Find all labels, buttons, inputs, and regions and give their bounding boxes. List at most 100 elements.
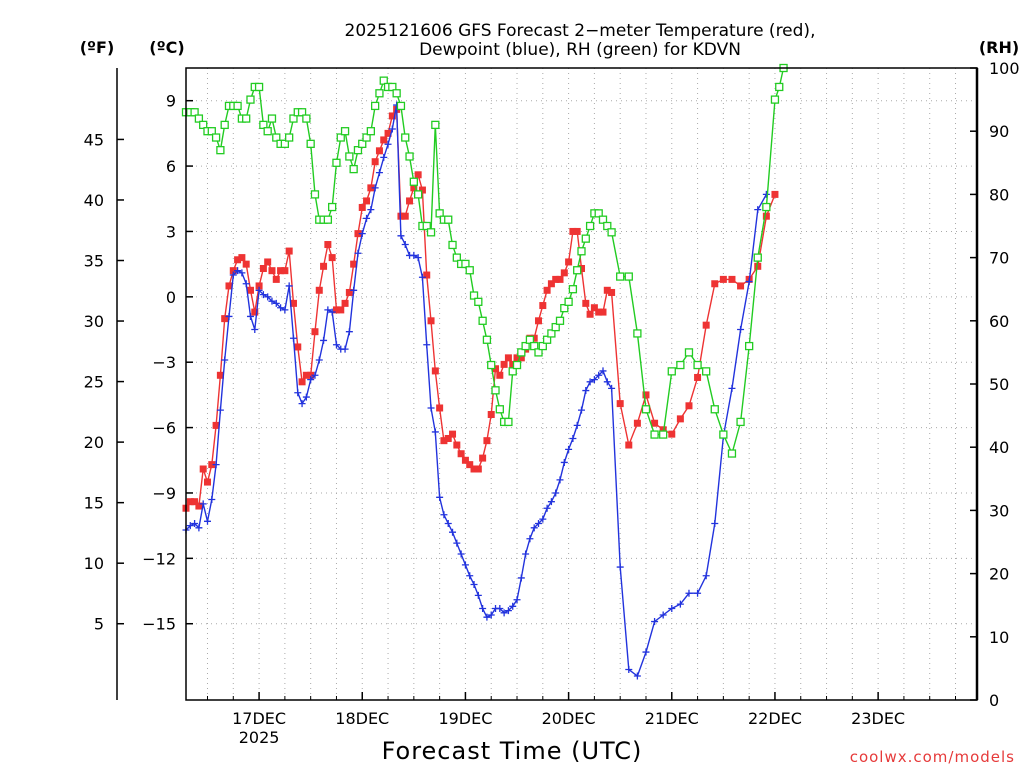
dewpoint-point: [332, 341, 340, 349]
temperature-point: [234, 256, 242, 264]
relative-humidity-point: [280, 139, 290, 148]
dewpoint-point: [242, 280, 250, 288]
chart-title-line1: 2025121606 GFS Forecast 2−meter Temperat…: [345, 21, 816, 41]
relative-humidity-point: [452, 253, 461, 262]
temperature-point: [354, 230, 362, 238]
celsius-tick-label: 0: [166, 288, 176, 307]
relative-humidity-point: [328, 202, 337, 212]
celsius-tick-label: −15: [142, 615, 176, 634]
temperature-point: [384, 129, 392, 137]
grid-lines: [186, 68, 977, 700]
temperature-point: [466, 461, 474, 469]
relative-humidity-point: [624, 272, 633, 281]
temperature-point: [315, 286, 323, 294]
dewpoint-point: [633, 672, 641, 680]
dewpoint-point: [281, 306, 289, 314]
dewpoint-point: [354, 249, 362, 257]
dewpoint-point: [543, 504, 551, 512]
temperature-point: [410, 184, 418, 192]
dewpoint-point: [298, 400, 306, 408]
dewpoint-point: [461, 561, 469, 569]
temperature-point: [625, 441, 633, 449]
relative-humidity-point: [607, 228, 616, 237]
relative-humidity-point: [392, 89, 401, 98]
relative-humidity-point: [573, 266, 582, 275]
dewpoint-point: [315, 356, 323, 364]
temperature-point: [238, 254, 246, 262]
relative-humidity-point: [676, 360, 685, 370]
temperature-point: [586, 310, 594, 318]
temperature-point: [436, 404, 444, 412]
temperature-point: [642, 391, 650, 399]
dewpoint-point: [363, 214, 371, 222]
temperature-point: [324, 241, 332, 249]
temperature-point: [771, 190, 779, 198]
relative-humidity-point: [504, 417, 513, 427]
relative-humidity-point: [745, 341, 754, 351]
dewpoint-point: [380, 153, 388, 161]
dewpoint-point: [685, 589, 693, 597]
temperature-point: [208, 461, 216, 469]
dewpoint-point: [754, 206, 762, 214]
dewpoint-point: [728, 384, 736, 392]
source-credit: coolwx.com/models: [850, 748, 1015, 766]
relative-humidity-point: [302, 114, 311, 123]
temperature-point: [242, 260, 250, 268]
temperature-point: [375, 147, 383, 155]
rh-tick-label: 90: [989, 122, 1009, 141]
relative-humidity-point: [413, 190, 423, 199]
temperature-point: [186, 498, 194, 506]
temperature-point: [728, 275, 736, 283]
x-tick-label: 23DEC: [851, 709, 905, 728]
temperature-point: [281, 267, 289, 275]
x-tick-year-label: 2025: [239, 728, 280, 747]
relative-humidity-point: [667, 367, 676, 376]
temperature-point: [371, 158, 379, 166]
relative-humidity-point: [246, 95, 255, 104]
relative-humidity-point: [388, 82, 397, 92]
dewpoint-point: [367, 206, 375, 214]
dewpoint-point: [535, 519, 543, 527]
relative-humidity-point: [603, 221, 612, 231]
dewpoint-point: [341, 345, 349, 353]
relative-humidity-point: [362, 133, 371, 142]
relative-humidity-point: [194, 114, 204, 123]
temperature-point: [582, 299, 590, 307]
dewpoint-point: [745, 278, 753, 286]
dewpoint-point: [302, 393, 310, 401]
dewpoint-point: [397, 232, 405, 240]
relative-humidity-point: [534, 348, 543, 357]
relative-humidity-point: [487, 360, 496, 370]
relative-humidity-point: [254, 82, 264, 92]
rh-tick-label: 50: [989, 375, 1009, 394]
relative-humidity-point: [585, 221, 595, 231]
dewpoint-point: [350, 286, 358, 294]
dewpoint-point: [582, 387, 590, 395]
dewpoint-point: [737, 326, 745, 334]
dewpoint-point: [388, 125, 396, 133]
dewpoint-point: [762, 190, 770, 198]
temperature-point: [500, 360, 508, 368]
temperature-point: [595, 308, 603, 316]
temperature-point: [711, 280, 719, 288]
dewpoint-point: [573, 421, 581, 429]
temperature-point: [350, 260, 358, 268]
temperature-point: [294, 343, 302, 351]
dewpoint-point: [539, 515, 547, 523]
temperature-point: [216, 371, 224, 379]
relative-humidity-point: [448, 240, 457, 250]
dewpoint-point: [457, 550, 465, 558]
dewpoint-point: [560, 458, 568, 466]
relative-humidity-point: [508, 367, 517, 376]
temperature-point: [401, 212, 409, 220]
relative-humidity-point: [405, 152, 414, 161]
temperature-point: [320, 262, 328, 270]
celsius-tick-label: 9: [166, 92, 176, 111]
fahrenheit-tick-label: 25: [84, 373, 104, 392]
dewpoint-point: [500, 609, 508, 617]
relative-humidity-point: [289, 114, 298, 123]
dewpoint-point: [246, 312, 254, 320]
temperature-point: [608, 288, 616, 296]
relative-humidity-point: [517, 348, 526, 357]
